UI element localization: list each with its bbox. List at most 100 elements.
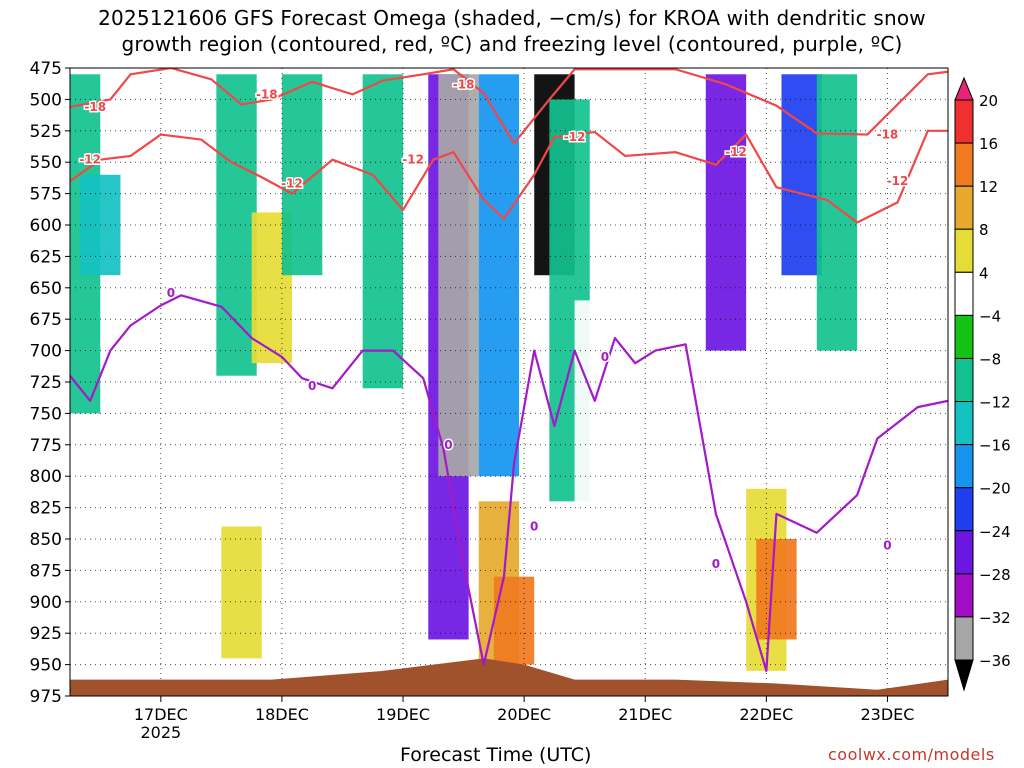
colorbar-label: 12 bbox=[979, 178, 998, 196]
colorbar-label: 16 bbox=[979, 135, 998, 153]
x-tick-label: 20DEC bbox=[497, 705, 551, 724]
x-tick-label: 23DEC bbox=[860, 705, 914, 724]
colorbar-label: 4 bbox=[979, 264, 989, 282]
chart-title-line1: 2025121606 GFS Forecast Omega (shaded, −… bbox=[98, 6, 926, 30]
y-tick-label: 775 bbox=[30, 436, 62, 456]
colorbar-box-7 bbox=[954, 357, 974, 403]
y-tick-label: 700 bbox=[30, 342, 62, 362]
omega-blob-5 bbox=[362, 74, 404, 389]
colorbar-box-13 bbox=[954, 616, 974, 661]
contour-label-0: 0 bbox=[530, 519, 538, 533]
contour-label-0: 0 bbox=[883, 538, 891, 552]
colorbar-bottom-arrow bbox=[954, 659, 974, 692]
contour-label--12: -12 bbox=[725, 145, 747, 159]
x-tick-label: 21DEC bbox=[618, 705, 672, 724]
omega-blob-13 bbox=[816, 74, 858, 351]
x-tick-label: 19DEC bbox=[376, 705, 430, 724]
contour-label--12: -12 bbox=[79, 153, 101, 167]
colorbar-label: −16 bbox=[979, 437, 1011, 455]
y-tick-label: 575 bbox=[30, 185, 62, 205]
colorbar-box-1 bbox=[954, 99, 974, 144]
colorbar-label: −36 bbox=[979, 652, 1011, 670]
terrain-fill bbox=[70, 658, 948, 696]
colorbar-label: 8 bbox=[979, 221, 989, 239]
colorbar-box-4 bbox=[954, 228, 974, 273]
contour-label--18: -18 bbox=[256, 87, 278, 101]
contour-label-0: 0 bbox=[308, 379, 316, 393]
y-tick-label: 500 bbox=[30, 90, 62, 110]
contour-label-0: 0 bbox=[444, 438, 452, 452]
colorbar-box-9 bbox=[954, 444, 974, 489]
colorbar-box-10 bbox=[954, 487, 974, 532]
omega-blob-8 bbox=[478, 74, 520, 477]
y-tick-label: 950 bbox=[30, 656, 62, 676]
contour-label-0: 0 bbox=[167, 286, 175, 300]
contour-label-0: 0 bbox=[712, 557, 720, 571]
colorbar-box-2 bbox=[954, 142, 974, 187]
contour-label-0: 0 bbox=[601, 350, 609, 364]
y-tick-label: 675 bbox=[30, 310, 62, 330]
x-axis-label: Forecast Time (UTC) bbox=[400, 744, 592, 766]
omega-blob-4 bbox=[281, 74, 323, 276]
omega-blob-22 bbox=[574, 300, 615, 602]
y-tick-label: 475 bbox=[30, 59, 62, 79]
colorbar-label: −8 bbox=[979, 350, 1001, 368]
y-tick-label: 550 bbox=[30, 153, 62, 173]
omega-shading bbox=[70, 74, 948, 671]
omega-blob-7 bbox=[438, 74, 479, 477]
y-tick-label: 750 bbox=[30, 404, 62, 424]
y-tick-label: 850 bbox=[30, 530, 62, 550]
omega-blob-2 bbox=[216, 74, 257, 376]
colorbar-box-3 bbox=[954, 185, 974, 230]
x-tick-label: 17DEC bbox=[134, 705, 188, 724]
x-tick-label: 22DEC bbox=[739, 705, 793, 724]
contours: -18 -18 -18 -18 -12 -12 -12 -12 -12 -12 0 0 0 0 0 0 0 bbox=[70, 68, 948, 672]
omega-blob-12 bbox=[781, 74, 822, 276]
colorbar-box-8 bbox=[954, 401, 974, 446]
x-tick-label: 18DEC bbox=[255, 705, 309, 724]
x-tick-sublabel: 2025 bbox=[140, 723, 181, 742]
contour-0 bbox=[70, 294, 948, 672]
colorbar-label: −32 bbox=[979, 609, 1011, 627]
colorbar-label: −4 bbox=[979, 307, 1001, 325]
omega-blob-14 bbox=[907, 74, 948, 125]
y-tick-label: 725 bbox=[30, 373, 62, 393]
omega-blob-21 bbox=[816, 438, 858, 514]
y-tick-label: 525 bbox=[30, 122, 62, 142]
omega-blob-16 bbox=[221, 526, 262, 659]
contour-label--12: -12 bbox=[402, 153, 424, 167]
colorbar-box-11 bbox=[954, 530, 974, 575]
contour-label--12: -12 bbox=[564, 130, 586, 144]
y-tick-label: 650 bbox=[30, 279, 62, 299]
y-tick-label: 875 bbox=[30, 561, 62, 581]
y-axis: 475 500 525 550 575 600 625 650 675 700 725 750 775 8… bbox=[30, 59, 70, 707]
y-tick-label: 800 bbox=[30, 467, 62, 487]
contour-label--18: -18 bbox=[84, 100, 106, 114]
colorbar-box-12 bbox=[954, 573, 974, 618]
y-tick-label: 900 bbox=[30, 593, 62, 613]
colorbar-box-6 bbox=[954, 314, 974, 359]
omega-blob-20 bbox=[756, 539, 797, 640]
y-tick-label: 825 bbox=[30, 499, 62, 519]
omega-blob-11 bbox=[705, 74, 747, 351]
terrain bbox=[70, 658, 948, 696]
y-tick-label: 925 bbox=[30, 624, 62, 644]
credit-link[interactable]: coolwx.com/models bbox=[828, 745, 995, 764]
colorbar: 20 16 12 8 4 −4 −8 −12 −16 −20 −24 −28 −32 −36 bbox=[954, 76, 1011, 692]
colorbar-label: −24 bbox=[979, 523, 1011, 541]
contour-label--12: -12 bbox=[887, 174, 909, 188]
colorbar-label: −20 bbox=[979, 480, 1011, 498]
contour-label--18: -18 bbox=[453, 77, 475, 91]
contour-label--18: -18 bbox=[877, 128, 899, 142]
y-tick-label: 975 bbox=[30, 687, 62, 707]
colorbar-box-5 bbox=[954, 271, 974, 316]
colorbar-label: −28 bbox=[979, 566, 1011, 584]
colorbar-label: 20 bbox=[979, 92, 998, 110]
omega-blob-15 bbox=[90, 526, 131, 646]
colorbar-label: −12 bbox=[979, 394, 1011, 412]
y-tick-label: 600 bbox=[30, 216, 62, 236]
colorbar-top-arrow bbox=[954, 76, 974, 101]
chart-title-line2: growth region (contoured, red, ºC) and f… bbox=[121, 32, 903, 56]
contour--12 bbox=[70, 129, 948, 224]
